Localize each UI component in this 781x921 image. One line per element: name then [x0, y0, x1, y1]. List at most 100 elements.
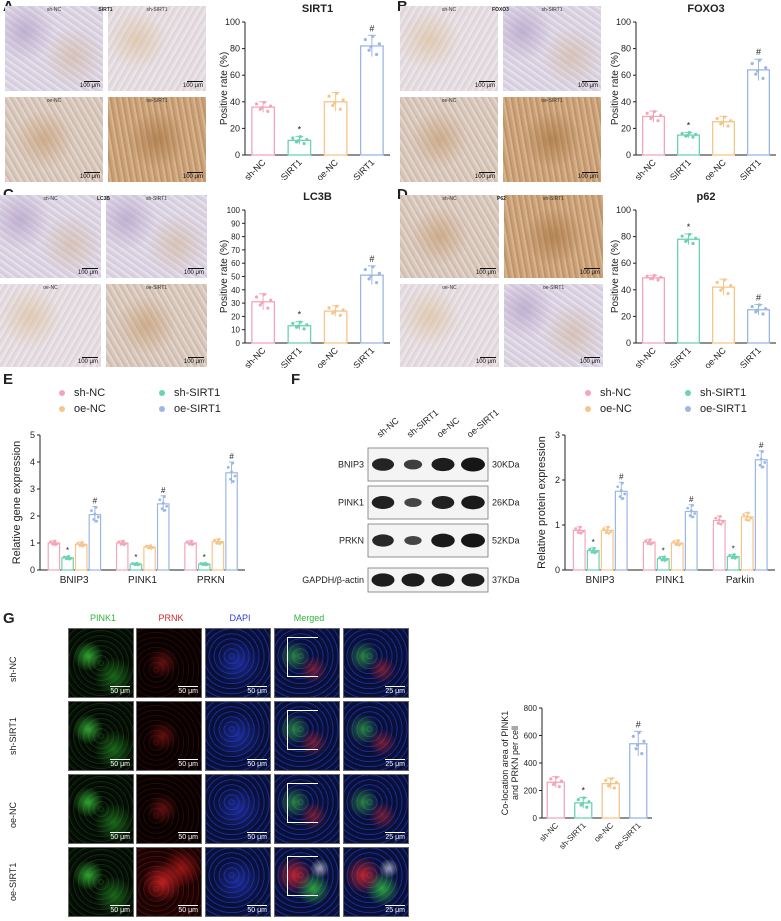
data-point [729, 119, 733, 123]
lane-label: sh-SIRT1 [405, 408, 440, 440]
data-point [216, 539, 220, 543]
legend-swatch [159, 390, 165, 396]
data-point [759, 457, 763, 461]
scale-bar-label: 50 μm [247, 907, 267, 914]
scale-bar-label: 100 μm [183, 270, 204, 276]
data-point [327, 94, 331, 98]
data-point [582, 796, 586, 800]
y-axis-label: Relative protein expression [536, 436, 548, 569]
y-axis-label: Relative gene expression [11, 441, 23, 565]
data-point [650, 276, 655, 280]
ihc-image-sirt1-oe-nc: oe-NC 100 μm [5, 97, 103, 182]
bar [74, 543, 88, 571]
data-point [161, 501, 165, 505]
ihc-image-lc3b-sh-sirt1: sh-SIRT1 100 μm [106, 195, 207, 278]
chart-sirt1: SIRT1 0 20 40 60 80 100 Positive rate (%) sh-NC *… [219, 3, 390, 180]
chart-title: p62 [697, 191, 716, 203]
data-point [647, 540, 651, 544]
data-point [607, 525, 610, 529]
scale-bar [82, 357, 98, 358]
data-point [226, 466, 230, 469]
scale-bar [582, 81, 598, 82]
data-point [607, 531, 611, 535]
y-tick-label: 100 [227, 206, 241, 215]
data-point [291, 136, 295, 140]
chart-colocalization: 0 200 400 600 800 Co-location area of PINK1 an… [500, 704, 652, 852]
ihc-title-lc3b: LC3B [96, 196, 111, 202]
data-point [81, 544, 85, 548]
scale-bar [82, 268, 98, 269]
scale-bar-label: 25 μm [385, 761, 405, 768]
zoom-box [287, 710, 318, 750]
data-point [694, 132, 698, 137]
y-tick-label: 100 [616, 205, 631, 215]
ihc-image-p62-oe-nc: oe-NC 100 μm [400, 284, 499, 367]
data-point [756, 453, 760, 457]
fluor-image-oe-sirt1-4: 25 μm [343, 847, 409, 917]
y-tick-label: 1 [30, 538, 35, 548]
legend-swatch [585, 390, 591, 396]
scale-bar [110, 832, 130, 833]
data-point [363, 37, 367, 42]
blot-band [431, 457, 455, 472]
data-point [680, 234, 684, 238]
ihc-image-lc3b-oe-sirt1: oe-SIRT1 100 μm [106, 284, 207, 367]
legend-swatch [59, 390, 65, 396]
ihc-image-label: oe-SIRT1 [145, 285, 168, 291]
fluor-row-label: sh-NC [8, 656, 18, 682]
data-point [557, 785, 561, 789]
fluor-image-oe-nc-0: 50 μm [68, 774, 134, 844]
fluor-image-oe-nc-4: 25 μm [343, 774, 409, 844]
data-point [213, 538, 216, 542]
data-point [761, 76, 765, 80]
bar [47, 542, 61, 571]
data-point [229, 477, 232, 481]
y-tick-label: 400 [524, 759, 538, 768]
category-label: sh-NC [242, 157, 267, 180]
data-point [749, 516, 753, 520]
data-point [162, 495, 166, 498]
fluor-image-sh-nc-4: 25 μm [343, 628, 409, 698]
data-point [720, 286, 725, 290]
legend-swatch [685, 390, 691, 396]
scale-bar [247, 759, 267, 760]
blot-band [431, 533, 455, 548]
data-point [369, 274, 373, 278]
data-point [559, 779, 564, 783]
significance-marker: # [229, 452, 234, 461]
category-label: oe-SIRT1 [612, 821, 643, 852]
scale-bar [178, 832, 198, 833]
zoom-box [287, 637, 318, 677]
significance-marker: # [636, 719, 641, 729]
data-point [374, 281, 379, 285]
category-label: BNIP3 [60, 575, 89, 586]
ihc-image-label: sh-SIRT1 [145, 196, 168, 202]
blot-band [461, 573, 485, 587]
chart-gene-expression: sh-NC sh-SIRT1 oe-NC oe-SIRT1 0 1 2 3 4 5 Relative… [11, 387, 245, 586]
data-point [686, 506, 690, 510]
data-point [144, 544, 148, 548]
legend-label: oe-SIRT1 [174, 403, 221, 415]
data-point [608, 782, 612, 786]
bar [211, 541, 225, 571]
y-tick-label: 80 [231, 233, 240, 242]
channel-label-dapi: DAPI [229, 613, 251, 623]
y-tick-label: 60 [621, 258, 631, 268]
data-point [659, 113, 663, 117]
data-point [758, 463, 762, 467]
category-label: oe-NC [315, 157, 341, 180]
fluor-image-sh-sirt1-2: 50 μm [205, 701, 271, 771]
data-point [754, 72, 758, 76]
scale-bar [480, 268, 496, 269]
fluor-image-sh-sirt1-4: 25 μm [343, 701, 409, 771]
scale-bar [584, 357, 600, 358]
scale-bar-label: 25 μm [385, 907, 405, 914]
legend-label: sh-NC [74, 387, 105, 399]
scale-bar [84, 81, 100, 82]
data-point [691, 135, 695, 139]
data-point [131, 562, 134, 565]
blot-band [431, 573, 455, 587]
legend-label: oe-NC [600, 403, 632, 415]
bar [677, 238, 701, 344]
data-point [369, 45, 373, 49]
